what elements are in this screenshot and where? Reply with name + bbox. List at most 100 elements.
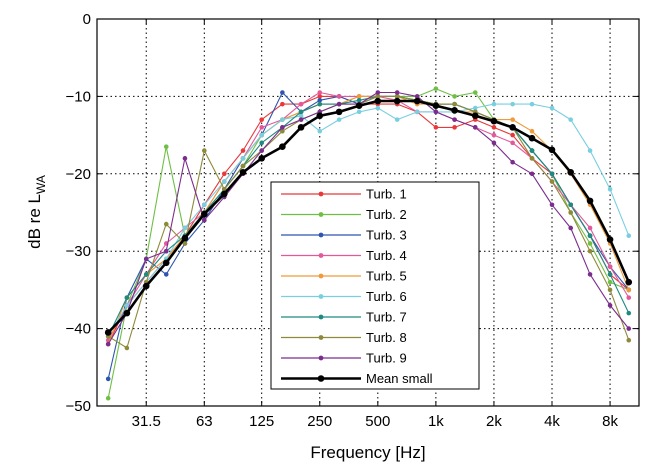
legend-label: Turb. 1: [366, 187, 407, 202]
data-point: [452, 125, 457, 130]
series-line: [107, 95, 630, 349]
data-point: [375, 105, 381, 111]
data-point: [162, 259, 170, 267]
series-layer: [104, 86, 633, 401]
data-point: [240, 156, 246, 161]
x-tick-label: 2k: [486, 413, 502, 430]
legend-item: Turb. 7: [281, 310, 407, 325]
data-point: [433, 86, 439, 91]
data-point: [298, 109, 304, 115]
x-tick-label: 125: [249, 413, 274, 430]
data-point: [259, 125, 264, 130]
legend-item: Turb. 4: [281, 248, 407, 263]
data-point: [317, 94, 323, 99]
y-tick-label: −20: [66, 166, 91, 183]
data-point: [240, 163, 246, 169]
legend-label: Turb. 6: [366, 289, 407, 304]
data-point: [626, 310, 632, 316]
legend-marker: [317, 375, 325, 382]
legend-marker: [318, 355, 324, 361]
data-point: [259, 148, 264, 153]
legend-marker: [318, 232, 324, 238]
legend-item: Turb. 9: [281, 351, 407, 366]
data-point: [374, 97, 382, 105]
data-point: [182, 241, 188, 246]
data-point: [182, 225, 188, 231]
legend-label: Turb. 8: [366, 330, 407, 345]
data-point: [317, 90, 323, 95]
data-point: [200, 210, 208, 218]
data-point: [607, 287, 613, 293]
data-point: [472, 90, 478, 95]
x-axis-ticks: 31.5 63 125 250 500 1k 2k 4k 8k: [132, 19, 618, 430]
y-tick-label: −10: [66, 88, 91, 105]
data-point: [163, 248, 169, 254]
data-point: [625, 278, 633, 286]
legend-item: Turb. 6: [281, 289, 407, 304]
legend-label: Turb. 2: [366, 207, 407, 222]
data-point: [414, 109, 420, 115]
plot-frame: [96, 18, 640, 407]
data-point: [509, 124, 516, 131]
data-point: [124, 345, 130, 351]
data-point: [587, 248, 593, 254]
data-point: [452, 117, 457, 122]
data-point: [356, 97, 362, 103]
data-point: [587, 272, 593, 277]
data-point: [626, 295, 632, 300]
data-point: [143, 256, 149, 262]
data-point: [586, 197, 594, 205]
data-point: [222, 186, 227, 192]
data-point: [587, 241, 593, 246]
data-point: [317, 97, 323, 103]
data-point: [607, 272, 613, 277]
legend-label: Turb. 7: [366, 310, 407, 325]
data-point: [280, 101, 285, 107]
data-point: [413, 97, 421, 105]
legend-marker: [318, 253, 324, 258]
data-point: [433, 125, 439, 130]
data-point: [607, 303, 613, 308]
data-point: [607, 186, 613, 192]
data-point: [529, 148, 535, 153]
data-point: [221, 190, 228, 198]
data-point: [336, 94, 342, 99]
data-point: [181, 234, 189, 242]
data-point: [568, 202, 573, 208]
y-axis-ticks: 0 −10 −20 −30 −40 −50: [66, 11, 639, 415]
x-tick-label: 63: [196, 413, 213, 430]
legend-item: Turb. 2: [281, 207, 407, 222]
data-point: [626, 287, 632, 293]
data-point: [297, 124, 305, 131]
data-point: [104, 329, 112, 336]
data-point: [626, 326, 632, 331]
data-point: [356, 109, 362, 115]
data-point: [626, 337, 632, 343]
data-point: [452, 94, 457, 99]
legend-marker: [318, 294, 324, 299]
data-point: [414, 94, 420, 99]
x-axis-title: Frequency [Hz]: [310, 443, 425, 462]
data-point: [279, 143, 286, 151]
data-point: [142, 282, 150, 290]
data-point: [259, 117, 264, 122]
data-point: [259, 140, 264, 146]
data-point: [222, 179, 227, 184]
data-point: [529, 171, 535, 177]
data-point: [394, 117, 400, 122]
data-point: [201, 202, 207, 208]
data-point: [375, 94, 381, 99]
data-point: [393, 97, 401, 105]
legend-marker: [318, 212, 324, 217]
data-point: [549, 171, 555, 177]
data-point: [280, 90, 285, 95]
legend-label: Mean small: [366, 371, 433, 386]
legend-label: Turb. 4: [366, 248, 407, 263]
data-point: [472, 125, 478, 130]
data-point: [280, 128, 285, 134]
data-point: [452, 101, 457, 107]
data-point: [568, 225, 573, 231]
data-point: [510, 140, 515, 146]
data-point: [568, 117, 573, 122]
